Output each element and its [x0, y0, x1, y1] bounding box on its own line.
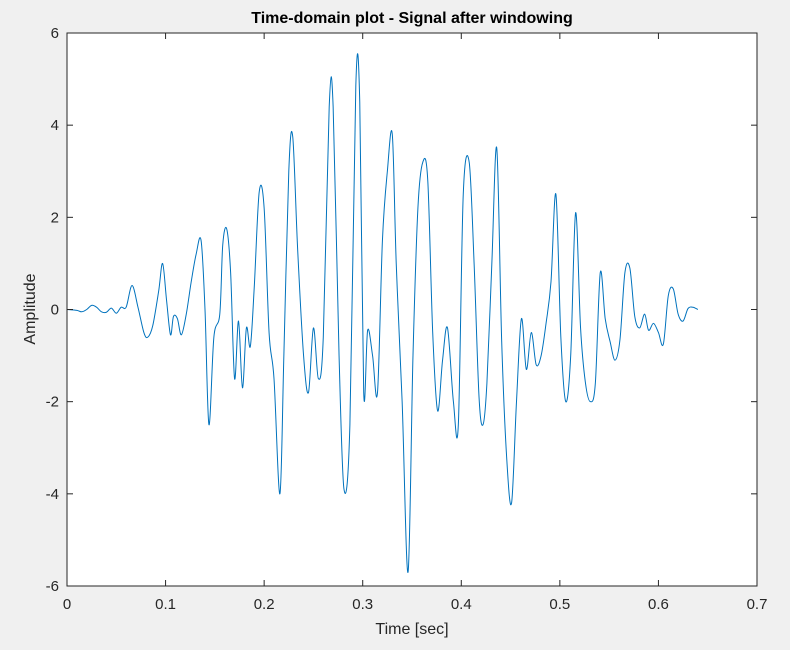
x-tick-label: 0.5: [549, 596, 570, 613]
y-axis-label: Amplitude: [22, 273, 39, 344]
y-tick-label: -6: [46, 578, 59, 595]
tick-layer: 0 0.1 0.2 0.3 0.4 0.5 0.6 0.7 -6 -4 -2 0 2 4 6: [46, 25, 768, 613]
y-tick-label: -2: [46, 394, 59, 411]
x-tick-label: 0.3: [352, 596, 373, 613]
x-tick-label: 0.4: [451, 596, 472, 613]
y-tick-label: 4: [51, 117, 59, 134]
x-tick-label: 0.6: [648, 596, 669, 613]
data-layer: [66, 53, 699, 573]
x-tick-label: 0.2: [254, 596, 275, 613]
y-tick-label: 2: [51, 209, 59, 226]
x-tick-label: 0.7: [747, 596, 768, 613]
plot-area: [67, 33, 757, 586]
chart-title: Time-domain plot - Signal after windowin…: [251, 10, 572, 27]
x-axis-label: Time [sec]: [375, 621, 448, 638]
x-tick-label: 0.1: [155, 596, 176, 613]
series-line-0: [66, 53, 699, 573]
y-tick-label: -4: [46, 486, 59, 503]
y-tick-label: 6: [51, 25, 59, 42]
y-tick-label: 0: [51, 302, 59, 319]
x-tick-label: 0: [63, 596, 71, 613]
